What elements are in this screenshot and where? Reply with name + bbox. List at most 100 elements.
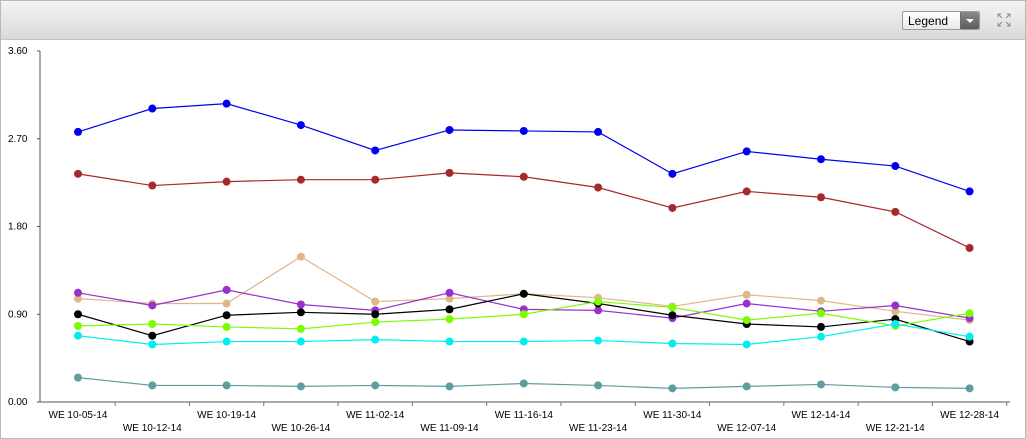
- x-tick-label: WE 12-14-14: [792, 410, 851, 421]
- data-point[interactable]: [519, 379, 528, 388]
- data-point[interactable]: [148, 320, 157, 328]
- data-point[interactable]: [371, 318, 380, 327]
- data-point[interactable]: [817, 155, 825, 164]
- data-point[interactable]: [148, 104, 157, 113]
- data-point[interactable]: [817, 380, 825, 389]
- data-point[interactable]: [594, 127, 603, 136]
- chart-axes: 0.00 0.90 1.80 2.70 3.60 WE 10-05-14 WE 10-12-…: [8, 46, 1010, 434]
- data-point[interactable]: [742, 340, 751, 349]
- data-point[interactable]: [891, 162, 900, 171]
- data-point[interactable]: [74, 294, 82, 303]
- data-point[interactable]: [222, 177, 231, 186]
- data-point[interactable]: [668, 339, 677, 348]
- data-point[interactable]: [371, 146, 380, 155]
- data-point[interactable]: [371, 310, 380, 319]
- data-point[interactable]: [817, 322, 825, 331]
- data-point[interactable]: [222, 337, 231, 346]
- chart-toolbar: Legend: [1, 1, 1025, 40]
- data-point[interactable]: [519, 289, 528, 298]
- data-point[interactable]: [891, 301, 900, 310]
- data-point[interactable]: [817, 332, 825, 341]
- data-point[interactable]: [445, 294, 454, 303]
- data-point[interactable]: [148, 381, 157, 390]
- data-point[interactable]: [668, 203, 677, 212]
- data-point[interactable]: [519, 126, 528, 135]
- data-point[interactable]: [594, 306, 603, 315]
- expand-icon[interactable]: [996, 12, 1012, 28]
- x-tick-label: WE 10-19-14: [197, 410, 256, 421]
- data-point[interactable]: [594, 183, 603, 192]
- data-point[interactable]: [668, 169, 677, 178]
- data-point[interactable]: [296, 300, 305, 309]
- data-point[interactable]: [668, 303, 677, 312]
- data-point[interactable]: [891, 207, 900, 216]
- data-point[interactable]: [742, 299, 751, 308]
- data-point[interactable]: [891, 383, 900, 392]
- data-point[interactable]: [445, 382, 454, 391]
- data-point[interactable]: [742, 316, 751, 325]
- data-point[interactable]: [74, 373, 82, 382]
- data-point[interactable]: [594, 381, 603, 390]
- data-point[interactable]: [817, 309, 825, 318]
- data-point[interactable]: [296, 121, 305, 130]
- data-point[interactable]: [74, 321, 82, 330]
- data-point[interactable]: [371, 297, 380, 306]
- x-tick-label: WE 10-26-14: [271, 423, 330, 434]
- data-point[interactable]: [519, 172, 528, 181]
- data-point[interactable]: [594, 297, 603, 306]
- data-point[interactable]: [222, 311, 231, 320]
- data-point[interactable]: [445, 125, 454, 134]
- data-point[interactable]: [222, 322, 231, 331]
- data-point[interactable]: [519, 310, 528, 319]
- data-point[interactable]: [445, 168, 454, 177]
- data-point[interactable]: [519, 337, 528, 346]
- legend-dropdown[interactable]: Legend: [902, 11, 980, 30]
- data-point[interactable]: [222, 99, 231, 108]
- data-point[interactable]: [74, 331, 82, 340]
- data-point[interactable]: [445, 305, 454, 314]
- data-point[interactable]: [817, 296, 825, 305]
- data-point[interactable]: [296, 252, 305, 261]
- data-point[interactable]: [371, 335, 380, 344]
- y-tick-label: 3.60: [8, 46, 28, 57]
- data-point[interactable]: [965, 187, 974, 196]
- data-point[interactable]: [296, 175, 305, 184]
- data-point[interactable]: [222, 285, 231, 294]
- data-point[interactable]: [222, 381, 231, 390]
- data-point[interactable]: [965, 384, 974, 393]
- data-point[interactable]: [371, 175, 380, 184]
- data-point[interactable]: [742, 187, 751, 196]
- data-point[interactable]: [74, 310, 82, 319]
- data-point[interactable]: [742, 382, 751, 391]
- data-point[interactable]: [148, 301, 157, 310]
- data-point[interactable]: [891, 320, 900, 328]
- data-point[interactable]: [371, 381, 380, 390]
- data-point[interactable]: [965, 332, 974, 341]
- data-point[interactable]: [742, 290, 751, 299]
- data-point[interactable]: [891, 307, 900, 316]
- chevron-down-icon[interactable]: [960, 12, 979, 29]
- data-point[interactable]: [74, 169, 82, 178]
- series-line: [77, 172, 970, 249]
- y-tick-label: 0.90: [8, 309, 28, 320]
- data-point[interactable]: [222, 299, 231, 308]
- data-point[interactable]: [74, 127, 82, 136]
- data-point[interactable]: [148, 331, 157, 340]
- data-point[interactable]: [445, 315, 454, 324]
- data-point[interactable]: [445, 337, 454, 346]
- data-point[interactable]: [668, 384, 677, 393]
- data-point[interactable]: [74, 288, 82, 297]
- data-point[interactable]: [965, 309, 974, 318]
- data-point[interactable]: [817, 193, 825, 202]
- data-point[interactable]: [594, 336, 603, 345]
- data-point[interactable]: [148, 181, 157, 190]
- data-point[interactable]: [296, 337, 305, 346]
- data-point[interactable]: [296, 324, 305, 333]
- data-point[interactable]: [742, 147, 751, 156]
- data-point[interactable]: [445, 288, 454, 297]
- data-point[interactable]: [668, 311, 677, 320]
- data-point[interactable]: [965, 243, 974, 252]
- data-point[interactable]: [296, 382, 305, 391]
- data-point[interactable]: [148, 340, 157, 349]
- data-point[interactable]: [296, 308, 305, 317]
